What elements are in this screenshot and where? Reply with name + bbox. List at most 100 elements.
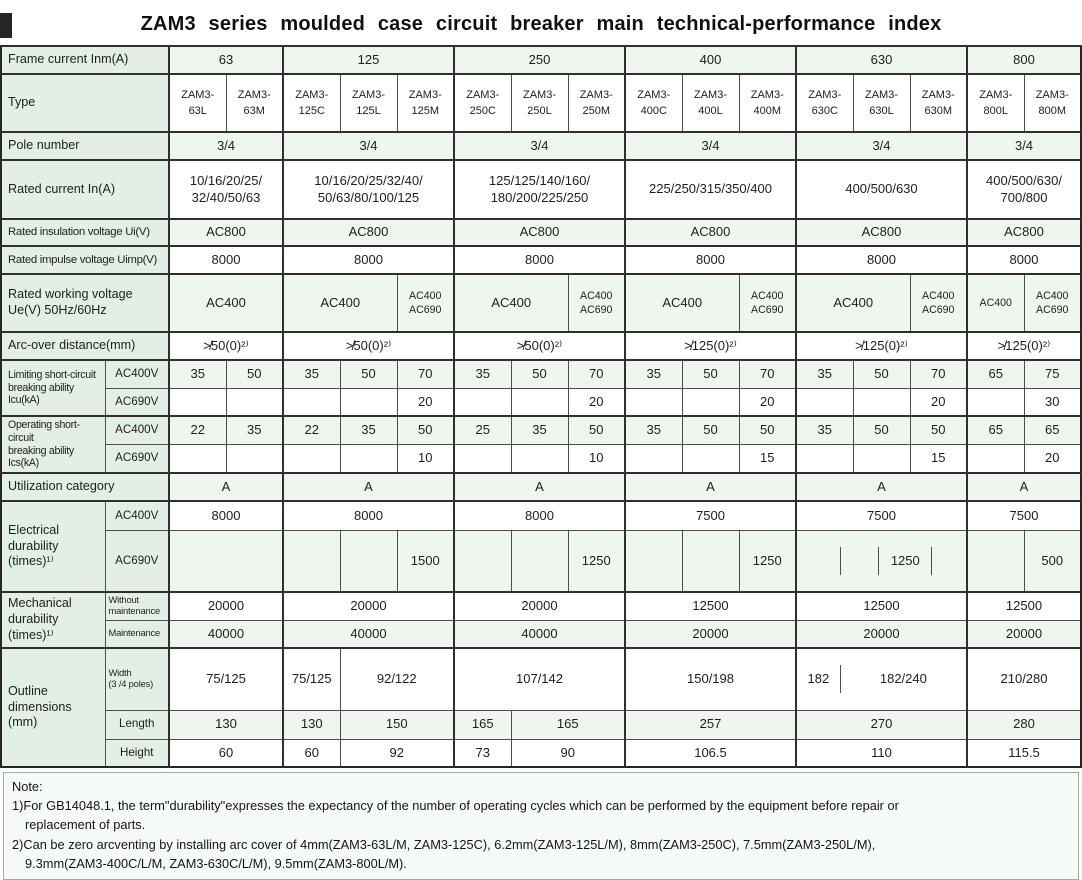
icu-cell: 35: [168, 359, 227, 389]
ics-cell: 22: [282, 415, 341, 445]
sub-label-ac690v: AC690V: [104, 443, 170, 474]
width-cell: 182: [807, 671, 830, 687]
icu-cell: 50: [225, 359, 284, 389]
ics-cell: 20: [1023, 443, 1082, 474]
working-voltage-cell: AC400: [624, 273, 740, 333]
impulse-cell: 8000: [168, 245, 284, 275]
working-voltage-cell: AC400: [168, 273, 284, 333]
row-label-insulation-voltage: Rated insulation voltage Ui(V): [0, 218, 170, 247]
mechanical-durability-cell: 40000: [168, 619, 284, 649]
electrical-durability-cell: 7500: [795, 500, 968, 531]
pole-cell: 3/4: [965, 131, 1082, 161]
outline-length-row: Length 130 130 150 165 165 257 270 280: [1, 709, 1082, 740]
icu-cell: 35: [795, 359, 854, 389]
rated-current-cell: 225/250/315/350/400: [624, 159, 797, 220]
ics-cell: [624, 443, 683, 474]
row-label-icu: Limiting short-circuit breaking ability …: [0, 359, 106, 417]
impulse-cell: 8000: [965, 245, 1082, 275]
working-voltage-cell: AC400 AC690: [909, 273, 968, 333]
working-voltage-cell: AC400 AC690: [396, 273, 455, 333]
pole-cell: 3/4: [795, 131, 968, 161]
ics-cell: 35: [339, 415, 398, 445]
row-label-electrical-durability: Electrical durability (times)¹⁾: [0, 500, 106, 593]
length-cell: 150: [339, 709, 455, 740]
rated-current-cell: 10/16/20/25/32/40/ 50/63/80/100/125: [282, 159, 455, 220]
icu-cell: [624, 387, 683, 417]
type-cell: ZAM3- 63M: [225, 73, 284, 133]
ics-cell: 25: [453, 415, 512, 445]
ics-cell: 35: [225, 415, 284, 445]
rated-current-cell: 125/125/140/160/ 180/200/225/250: [453, 159, 626, 220]
electrical-durability-cell: [339, 529, 398, 593]
pole-cell: 3/4: [624, 131, 797, 161]
icu-cell: 20: [738, 387, 797, 417]
height-cell: 60: [168, 738, 284, 768]
ics-cell: 15: [738, 443, 797, 474]
rated-current-cell: 400/500/630: [795, 159, 968, 220]
type-row: Type ZAM3- 63L ZAM3- 63M ZAM3- 125C ZAM3…: [0, 73, 1082, 133]
mechanical-durability-cell: 12500: [624, 591, 797, 621]
icu-cell: 50: [510, 359, 569, 389]
type-cell: ZAM3- 630L: [852, 73, 911, 133]
insulation-voltage-row: Rated insulation voltage Ui(V) AC800 AC8…: [0, 218, 1082, 247]
ics-cell: 10: [396, 443, 455, 474]
icu-cell: 20: [396, 387, 455, 417]
length-cell: 165: [510, 709, 626, 740]
length-cell: 280: [965, 709, 1082, 740]
icu-cell: [339, 387, 398, 417]
sub-label-without-maintenance: Without maintenance: [104, 591, 170, 621]
ics-cell: 10: [567, 443, 626, 474]
length-cell: 165: [453, 709, 512, 740]
mechanical-durability-cell: 12500: [795, 591, 968, 621]
row-label-outline-dimensions: Outline dimensions (mm): [0, 647, 106, 768]
sub-label-length: Length: [104, 709, 170, 740]
insulation-cell: AC800: [795, 218, 968, 247]
height-cell: 110: [795, 738, 968, 768]
electrical-durability-cell: 8000: [168, 500, 284, 531]
type-cell: ZAM3- 250C: [453, 73, 512, 133]
ics-cell: [966, 443, 1025, 474]
frame-current-value: 630: [795, 45, 968, 75]
electrical-durability-cell: 7500: [965, 500, 1082, 531]
working-voltage-cell: AC400: [966, 273, 1025, 333]
electrical-durability-cell: 7500: [624, 500, 797, 531]
type-cell: ZAM3- 63L: [168, 73, 227, 133]
type-cell: ZAM3- 800L: [966, 73, 1025, 133]
icu-cell: [282, 387, 341, 417]
utilization-cell: A: [965, 472, 1082, 502]
width-cell: 107/142: [453, 647, 626, 711]
width-cell: 75/125: [282, 647, 341, 711]
arc-over-cell: ≯125(0)²⁾: [624, 331, 797, 361]
electrical-durability-cell: 8000: [282, 500, 455, 531]
sub-label-ac400v: AC400V: [104, 500, 170, 531]
mechanical-durability-cell: 20000: [624, 619, 797, 649]
insulation-cell: AC800: [965, 218, 1082, 247]
impulse-cell: 8000: [453, 245, 626, 275]
type-cell: ZAM3- 630C: [795, 73, 854, 133]
icu-ac400v-row: Limiting short-circuit breaking ability …: [0, 359, 1082, 417]
working-voltage-cell: AC400 AC690: [567, 273, 626, 333]
icu-cell: [168, 387, 227, 417]
width-cell: 182/240: [839, 665, 966, 694]
type-cell: ZAM3- 400M: [738, 73, 797, 133]
rated-current-cell: 400/500/630/ 700/800: [965, 159, 1082, 220]
row-label-ics: Operating short-circuit breaking ability…: [0, 415, 106, 474]
ics-cell: 50: [852, 415, 911, 445]
sub-label-maintenance: Maintenance: [104, 619, 170, 649]
ics-cell: 35: [510, 415, 569, 445]
icu-cell: 75: [1023, 359, 1082, 389]
icu-cell: 70: [738, 359, 797, 389]
arc-over-cell: ≯125(0)²⁾: [965, 331, 1082, 361]
ics-cell: [681, 443, 740, 474]
page-title: ZAM3 series moulded case circuit breaker…: [140, 13, 942, 35]
icu-cell: 35: [453, 359, 512, 389]
ics-cell: 35: [795, 415, 854, 445]
ics-cell: 50: [738, 415, 797, 445]
ics-cell: 65: [1023, 415, 1082, 445]
utilization-cell: A: [795, 472, 968, 502]
row-label-frame-current: Frame current Inm(A): [0, 45, 170, 75]
mechanical-durability-maintenance-row: Maintenance 40000 40000 40000 20000 2000…: [1, 619, 1082, 649]
type-cell: ZAM3- 630M: [909, 73, 968, 133]
row-label-type: Type: [0, 73, 170, 133]
height-cell: 60: [282, 738, 341, 768]
